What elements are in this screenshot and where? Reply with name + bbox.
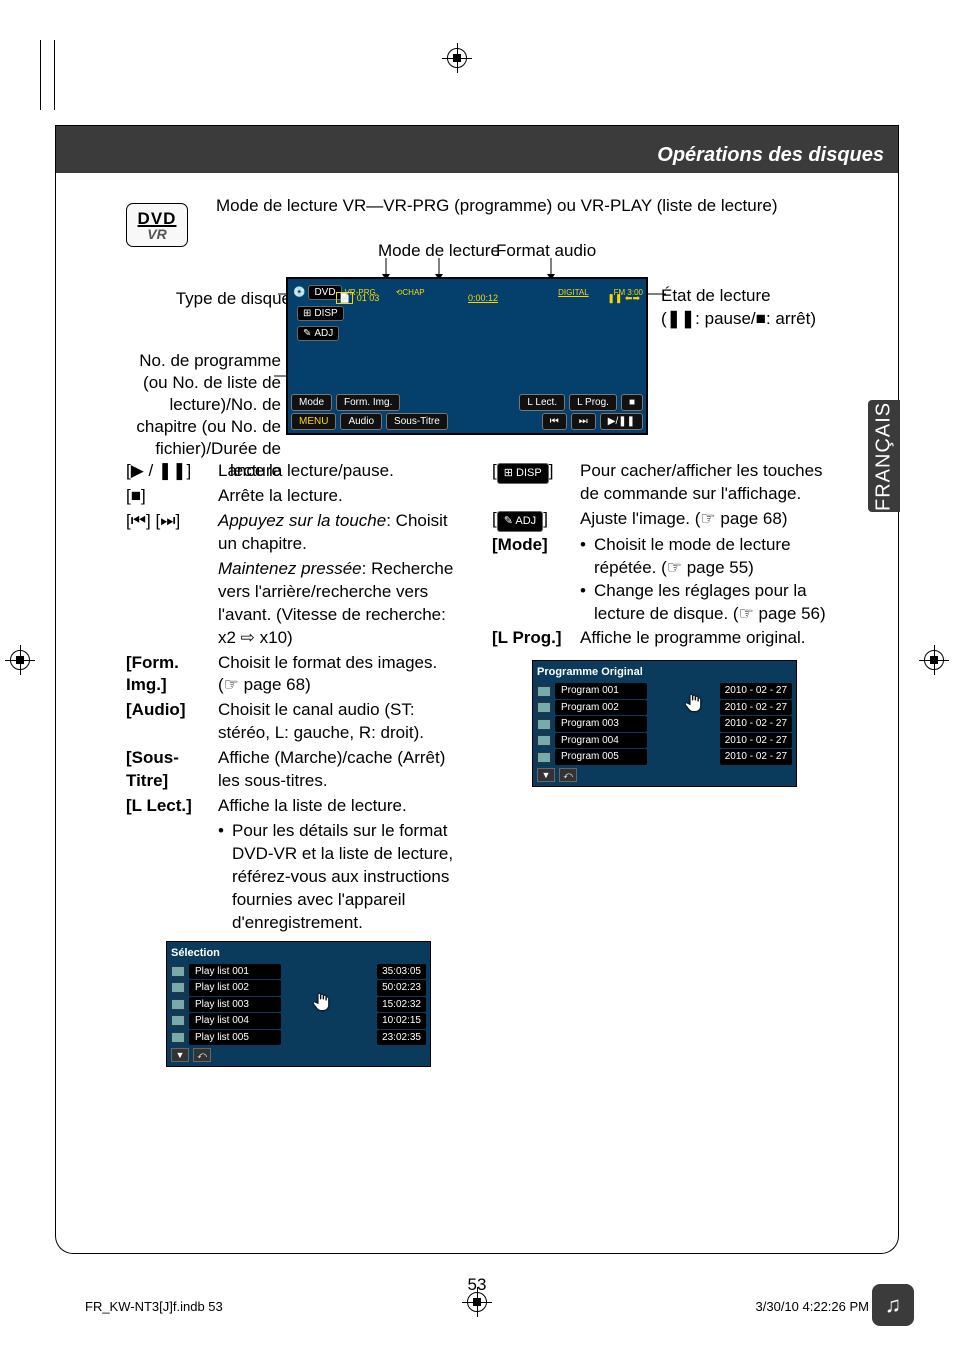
screen-btn-mode: Mode bbox=[291, 394, 332, 411]
screen-btn-menu: MENU bbox=[291, 413, 336, 430]
vr-mode-text: Mode de lecture VR—VR-PRG (programme) ou… bbox=[216, 196, 778, 215]
val-prevnext: Appuyez sur la touche: Choisit un chapit… bbox=[218, 510, 462, 556]
key-audio: [Audio] bbox=[126, 699, 218, 745]
val-hold: Maintenez pressée: Recherche vers l'arri… bbox=[218, 558, 462, 650]
program-orig-title: Programme Original bbox=[537, 665, 792, 680]
key-llect: [L Lect.] bbox=[126, 795, 218, 818]
list-item: Play list 00315:02:32 bbox=[171, 997, 426, 1013]
nav-back-icon: ⤺ bbox=[559, 768, 577, 782]
screen-disp-pill: ⊞ DISP bbox=[297, 306, 344, 321]
screen-btn-lprog: L Prog. bbox=[569, 394, 617, 411]
val-stop: Arrête la lecture. bbox=[218, 485, 462, 508]
key-soustitre: [Sous-Titre] bbox=[126, 747, 218, 793]
val-formimg: Choisit le format des images. (☞ page 68… bbox=[218, 652, 462, 698]
language-tab: FRANÇAIS bbox=[868, 400, 900, 512]
val-lprog: Affiche le programme original. bbox=[580, 627, 828, 650]
screen-btn-soustitre: Sous-Titre bbox=[386, 413, 448, 430]
right-column: [⊞ DISP] Pour cacher/afficher les touche… bbox=[492, 460, 828, 1067]
list-item: Program 0032010 - 02 - 27 bbox=[537, 716, 792, 732]
nav-back-icon: ⤺ bbox=[193, 1048, 211, 1062]
list-item: Program 0012010 - 02 - 27 bbox=[537, 683, 792, 699]
nav-down-icon: ▼ bbox=[171, 1048, 189, 1062]
list-item: Play list 00250:02:23 bbox=[171, 980, 426, 996]
crop-mark-top bbox=[447, 48, 467, 68]
dvd-screen-mock: 💿 DVD VR-PRG ⟲ CHAP DIGITAL FM 3:00 📄 01… bbox=[286, 277, 648, 435]
val-mode-b2: Change les réglages pour la lecture de d… bbox=[594, 580, 828, 626]
program-orig-screen: Programme Original Program 0012010 - 02 … bbox=[532, 660, 797, 786]
footer-filename: FR_KW-NT3[J]f.indb 53 bbox=[85, 1299, 223, 1314]
crop-mark-right bbox=[924, 650, 944, 670]
page-frame: Opérations des disques FRANÇAIS DVD VR M… bbox=[55, 125, 899, 1254]
screen-btn-audio: Audio bbox=[340, 413, 382, 430]
screen-btn-next: ⏭ bbox=[571, 413, 596, 430]
nav-down-icon: ▼ bbox=[537, 768, 555, 782]
left-bullet: Pour les détails sur le format DVD-VR et… bbox=[232, 820, 462, 935]
crop-mark-left bbox=[10, 650, 30, 670]
crop-mark-bottom bbox=[467, 1292, 487, 1312]
val-disp: Pour cacher/afficher les touches de comm… bbox=[580, 460, 828, 506]
list-item: Play list 00410:02:15 bbox=[171, 1013, 426, 1029]
dvd-badge-bottom: VR bbox=[147, 227, 166, 241]
label-mode-lecture: Mode de lecture bbox=[378, 240, 500, 262]
list-item: Play list 00523:02:35 bbox=[171, 1030, 426, 1046]
screen-btn-stop: ■ bbox=[621, 394, 643, 411]
val-adj: Ajuste l'image. (☞ page 68) bbox=[580, 508, 828, 532]
key-disp: [⊞ DISP] bbox=[492, 460, 580, 506]
dvd-vr-badge: DVD VR bbox=[126, 203, 188, 247]
key-prevnext: [⏮] [⏭] bbox=[126, 510, 218, 556]
footer-timestamp: 3/30/10 4:22:26 PM bbox=[756, 1299, 869, 1314]
val-audio: Choisit le canal audio (ST: stéréo, L: g… bbox=[218, 699, 462, 745]
list-item: Play list 00135:03:05 bbox=[171, 964, 426, 980]
list-item: Program 0042010 - 02 - 27 bbox=[537, 733, 792, 749]
key-lprog: [L Prog.] bbox=[492, 627, 580, 650]
content-area: DVD VR Mode de lecture VR—VR-PRG (progra… bbox=[126, 195, 828, 1223]
header-bar: Opérations des disques bbox=[56, 125, 898, 173]
label-type-disque: Type de disque bbox=[171, 288, 291, 310]
val-llect: Affiche la liste de lecture. bbox=[218, 795, 462, 818]
screen-btn-prev: ⏮ bbox=[542, 413, 567, 430]
vr-mode-description: Mode de lecture VR—VR-PRG (programme) ou… bbox=[216, 195, 778, 217]
key-adj: [✎ ADJ] bbox=[492, 508, 580, 532]
key-mode: [Mode] bbox=[492, 534, 580, 626]
key-playpause: [▶ / ❚❚] bbox=[126, 460, 218, 483]
list-item: Program 0022010 - 02 - 27 bbox=[537, 700, 792, 716]
key-stop: [■] bbox=[126, 485, 218, 508]
playlist-screen: Sélection Play list 00135:03:05Play list… bbox=[166, 941, 431, 1067]
val-mode-b1: Choisit le mode de lecture répétée. (☞ p… bbox=[594, 534, 828, 580]
screen-btn-playpause: ▶/❚❚ bbox=[600, 413, 643, 430]
label-format-audio: Format audio bbox=[496, 240, 596, 262]
dvd-badge-top: DVD bbox=[138, 210, 177, 227]
hand-cursor-icon bbox=[683, 691, 705, 715]
key-formimg: [Form. Img.] bbox=[126, 652, 218, 698]
label-etat: État de lecture bbox=[661, 285, 771, 307]
left-column: [▶ / ❚❚]Lance la lecture/pause. [■]Arrêt… bbox=[126, 460, 462, 1067]
screen-adj-pill: ✎ ADJ bbox=[297, 326, 339, 341]
music-badge-icon: ♫ bbox=[872, 1284, 914, 1326]
hand-cursor-icon bbox=[311, 990, 333, 1014]
playlist-title: Sélection bbox=[171, 946, 426, 961]
val-soustitre: Affiche (Marche)/cache (Arrêt) les sous-… bbox=[218, 747, 462, 793]
list-item: Program 0052010 - 02 - 27 bbox=[537, 749, 792, 765]
screen-btn-llect: L Lect. bbox=[519, 394, 565, 411]
header-title: Opérations des disques bbox=[657, 144, 884, 167]
screen-btn-formimg: Form. Img. bbox=[336, 394, 400, 411]
label-etat-detail: (❚❚: pause/■: arrêt) bbox=[661, 308, 816, 330]
val-playpause: Lance la lecture/pause. bbox=[218, 460, 462, 483]
